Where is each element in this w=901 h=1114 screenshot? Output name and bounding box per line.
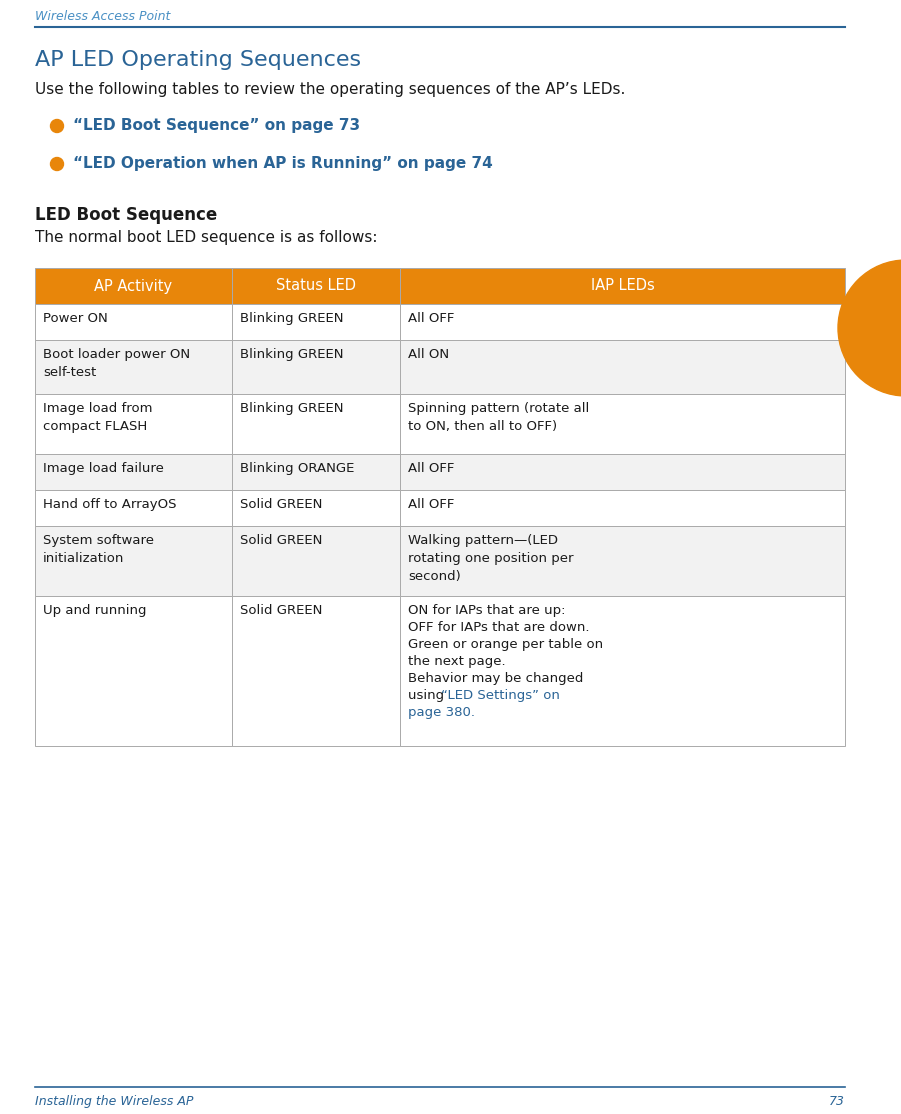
Text: System software
initialization: System software initialization: [43, 534, 154, 565]
Bar: [232, 596, 400, 746]
Bar: [232, 268, 400, 304]
Bar: [35, 268, 232, 304]
Text: Power ON: Power ON: [43, 312, 108, 325]
Text: ON for IAPs that are up:: ON for IAPs that are up:: [408, 604, 566, 617]
Text: IAP LEDs: IAP LEDs: [591, 278, 654, 293]
Bar: [400, 268, 845, 304]
Bar: [35, 304, 232, 340]
Bar: [232, 455, 400, 490]
Bar: [232, 304, 400, 340]
Text: Boot loader power ON
self-test: Boot loader power ON self-test: [43, 348, 190, 379]
Bar: [400, 490, 845, 526]
Bar: [400, 340, 845, 394]
Bar: [35, 526, 232, 596]
Text: Blinking ORANGE: Blinking ORANGE: [240, 462, 354, 475]
Bar: [400, 394, 845, 455]
Text: All OFF: All OFF: [408, 498, 455, 511]
Text: Installing the Wireless AP: Installing the Wireless AP: [35, 1095, 194, 1108]
Text: AP Activity: AP Activity: [95, 278, 172, 293]
Bar: [232, 526, 400, 596]
Text: Blinking GREEN: Blinking GREEN: [240, 312, 343, 325]
Text: The normal boot LED sequence is as follows:: The normal boot LED sequence is as follo…: [35, 229, 378, 245]
Text: Hand off to ArrayOS: Hand off to ArrayOS: [43, 498, 177, 511]
Text: Walking pattern—(LED
rotating one position per
second): Walking pattern—(LED rotating one positi…: [408, 534, 574, 583]
Text: page 380.: page 380.: [408, 706, 476, 719]
Bar: [35, 340, 232, 394]
Circle shape: [50, 119, 63, 133]
Text: AP LED Operating Sequences: AP LED Operating Sequences: [35, 50, 361, 70]
Bar: [400, 304, 845, 340]
Text: Wireless Access Point: Wireless Access Point: [35, 10, 170, 23]
Text: 73: 73: [829, 1095, 845, 1108]
Text: Spinning pattern (rotate all
to ON, then all to OFF): Spinning pattern (rotate all to ON, then…: [408, 402, 589, 433]
Text: All OFF: All OFF: [408, 312, 455, 325]
Text: using: using: [408, 688, 449, 702]
Bar: [35, 490, 232, 526]
Bar: [35, 394, 232, 455]
Bar: [35, 596, 232, 746]
Text: Image load from
compact FLASH: Image load from compact FLASH: [43, 402, 152, 433]
Bar: [232, 340, 400, 394]
Text: Solid GREEN: Solid GREEN: [240, 604, 323, 617]
Text: “LED Operation when AP is Running” on page 74: “LED Operation when AP is Running” on pa…: [73, 156, 493, 172]
Text: All OFF: All OFF: [408, 462, 455, 475]
Text: Solid GREEN: Solid GREEN: [240, 534, 323, 547]
Text: All ON: All ON: [408, 348, 450, 361]
Text: Behavior may be changed: Behavior may be changed: [408, 672, 584, 685]
Bar: [35, 455, 232, 490]
Text: Use the following tables to review the operating sequences of the AP’s LEDs.: Use the following tables to review the o…: [35, 82, 625, 97]
Text: “LED Boot Sequence” on page 73: “LED Boot Sequence” on page 73: [73, 118, 360, 133]
Bar: [400, 596, 845, 746]
Bar: [232, 490, 400, 526]
Circle shape: [838, 260, 901, 395]
Bar: [400, 455, 845, 490]
Text: “LED Settings” on: “LED Settings” on: [441, 688, 560, 702]
Circle shape: [50, 157, 63, 170]
Text: Green or orange per table on: Green or orange per table on: [408, 638, 604, 651]
Text: OFF for IAPs that are down.: OFF for IAPs that are down.: [408, 620, 590, 634]
Text: the next page.: the next page.: [408, 655, 506, 668]
Text: Blinking GREEN: Blinking GREEN: [240, 348, 343, 361]
Text: Image load failure: Image load failure: [43, 462, 164, 475]
Text: Solid GREEN: Solid GREEN: [240, 498, 323, 511]
Text: Up and running: Up and running: [43, 604, 147, 617]
Bar: [232, 394, 400, 455]
Text: Blinking GREEN: Blinking GREEN: [240, 402, 343, 416]
Text: Status LED: Status LED: [276, 278, 356, 293]
Bar: [400, 526, 845, 596]
Text: LED Boot Sequence: LED Boot Sequence: [35, 206, 217, 224]
